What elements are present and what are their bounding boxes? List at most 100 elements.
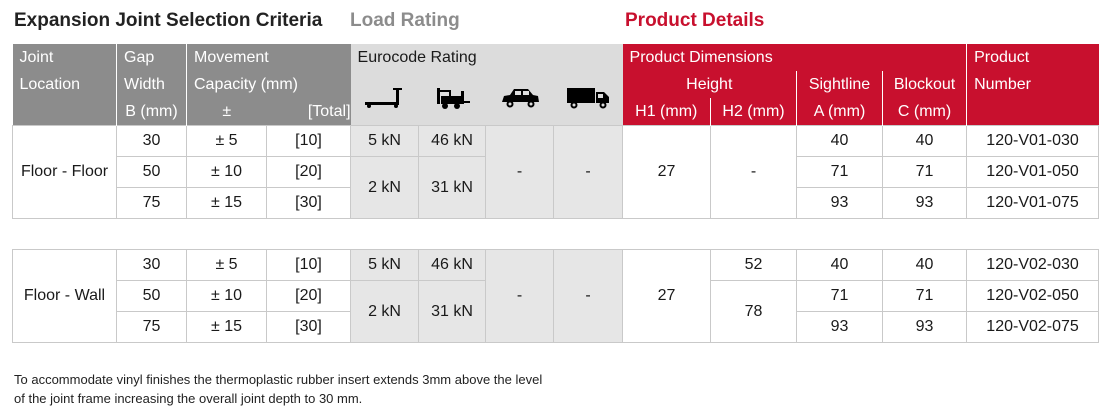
- height-h2: -: [710, 125, 798, 219]
- header-blank: [12, 98, 117, 126]
- footnote: To accommodate vinyl finishes the thermo…: [14, 370, 542, 408]
- header-row-2: Location Width Capacity (mm): [12, 71, 1099, 126]
- blockout: 71: [882, 156, 968, 188]
- height-h2: 78: [710, 280, 798, 343]
- load-pallet: 5 kN: [350, 125, 420, 157]
- group-spacer: [12, 218, 1099, 250]
- product-details-title: Product Details: [625, 10, 765, 31]
- sightline: 71: [796, 156, 884, 188]
- table-row: Floor - Wall 30 ± 5 [10] 5 kN 46 kN - - …: [12, 249, 1100, 343]
- movement-pm: ± 5: [186, 249, 267, 281]
- spacer-cell: [12, 218, 1099, 250]
- table-row: 75 ± 15 [30] 93 93 120-V02-075: [13, 311, 1100, 343]
- product-number: 120-V01-050: [966, 156, 1100, 188]
- header-plus-minus: ±: [186, 98, 267, 126]
- header-gap: Gap: [116, 44, 187, 71]
- pallet-truck-icon: [364, 88, 402, 108]
- joint-location: Floor - Floor: [12, 125, 117, 219]
- header-product: Product: [966, 44, 1099, 71]
- load-forklift: 46 kN: [418, 125, 487, 157]
- table-row: 50 ± 10 [20] 2 kN 31 kN 71 71 120-V01-05…: [13, 156, 1100, 219]
- expansion-joint-table: Joint Gap Movement Eurocode Rating Produ…: [12, 44, 1100, 343]
- movement-pm: ± 15: [186, 187, 267, 219]
- movement-pm: ± 10: [186, 156, 267, 188]
- movement-total: [10]: [265, 125, 352, 157]
- gap-width: 50: [116, 156, 187, 188]
- blockout: 40: [882, 249, 968, 281]
- load-car: -: [485, 249, 555, 343]
- load-forklift: 31 kN: [418, 156, 487, 219]
- header-dimensions: Product Dimensions: [622, 44, 967, 71]
- header-blockout-unit: C (mm): [882, 98, 967, 126]
- table-row: 50 ± 10 [20] 2 kN 31 kN 78 71 71 120-V02…: [13, 280, 1100, 343]
- sightline: 40: [796, 125, 884, 157]
- car-cell: [485, 71, 554, 126]
- product-number: 120-V02-075: [966, 311, 1100, 343]
- height-h1: 27: [622, 125, 712, 219]
- table-row: Floor - Floor 30 ± 5 [10] 5 kN 46 kN - -…: [12, 125, 1100, 219]
- load-pallet: 2 kN: [350, 280, 420, 343]
- load-car: -: [485, 125, 555, 219]
- product-number: 120-V01-075: [966, 187, 1100, 219]
- gap-width: 30: [116, 249, 187, 281]
- forklift-cell: [418, 71, 486, 126]
- header-row-1: Joint Gap Movement Eurocode Rating Produ…: [12, 44, 1099, 71]
- blockout: 93: [882, 187, 968, 219]
- load-forklift: 46 kN: [418, 249, 487, 281]
- sightline: 93: [796, 311, 884, 343]
- product-number: 120-V02-030: [966, 249, 1100, 281]
- header-sightline: Sightline: [796, 71, 883, 98]
- header-location: Location: [12, 71, 117, 98]
- header-sightline-unit: A (mm): [796, 98, 883, 126]
- header-blank-product: [966, 98, 1099, 126]
- gap-width: 30: [116, 125, 187, 157]
- height-h1: 27: [622, 249, 712, 343]
- load-rating-title: Load Rating: [350, 10, 460, 31]
- section-titles: Expansion Joint Selection Criteria Load …: [14, 10, 1104, 36]
- movement-total: [20]: [265, 156, 352, 188]
- load-truck: -: [553, 249, 624, 343]
- header-h2: H2 (mm): [710, 98, 797, 126]
- movement-total: [20]: [265, 280, 352, 312]
- movement-pm: ± 10: [186, 280, 267, 312]
- truck-icon: [567, 88, 610, 109]
- movement-total: [30]: [265, 187, 352, 219]
- header-gap-unit: B (mm): [116, 98, 187, 126]
- load-pallet: 2 kN: [350, 156, 420, 219]
- forklift-icon: [437, 88, 471, 109]
- product-number: 120-V01-030: [966, 125, 1100, 157]
- header-joint: Joint: [12, 44, 117, 71]
- joint-location: Floor - Wall: [12, 249, 117, 343]
- load-pallet: 5 kN: [350, 249, 420, 281]
- gap-width: 75: [116, 187, 187, 219]
- pallet-truck-cell: [350, 71, 419, 126]
- movement-total: [10]: [265, 249, 352, 281]
- header-eurocode: Eurocode Rating: [350, 44, 623, 71]
- header-total: [Total]: [266, 98, 351, 126]
- sightline: 40: [796, 249, 884, 281]
- blockout: 71: [882, 280, 968, 312]
- gap-width: 50: [116, 280, 187, 312]
- sightline: 93: [796, 187, 884, 219]
- load-forklift: 31 kN: [418, 280, 487, 343]
- movement-pm: ± 5: [186, 125, 267, 157]
- truck-cell: [553, 71, 623, 126]
- load-truck: -: [553, 125, 624, 219]
- header-height: Height: [622, 71, 797, 98]
- footnote-line-2: of the joint frame increasing the overal…: [14, 391, 363, 406]
- movement-pm: ± 15: [186, 311, 267, 343]
- header-row-3: B (mm) ± [Total] H1 (mm) H2 (mm) A (mm) …: [12, 98, 1099, 126]
- header-capacity: Capacity (mm): [185, 71, 351, 98]
- height-h2: 52: [710, 249, 798, 281]
- product-number: 120-V02-050: [966, 280, 1100, 312]
- car-icon: [501, 89, 539, 108]
- selection-criteria-title: Expansion Joint Selection Criteria: [14, 10, 323, 31]
- header-width: Width: [116, 71, 187, 98]
- header-movement: Movement: [185, 44, 351, 71]
- header-number: Number: [966, 71, 1099, 98]
- blockout: 93: [882, 311, 968, 343]
- blockout: 40: [882, 125, 968, 157]
- header-blockout: Blockout: [882, 71, 967, 98]
- movement-total: [30]: [265, 311, 352, 343]
- footnote-line-1: To accommodate vinyl finishes the thermo…: [14, 372, 543, 387]
